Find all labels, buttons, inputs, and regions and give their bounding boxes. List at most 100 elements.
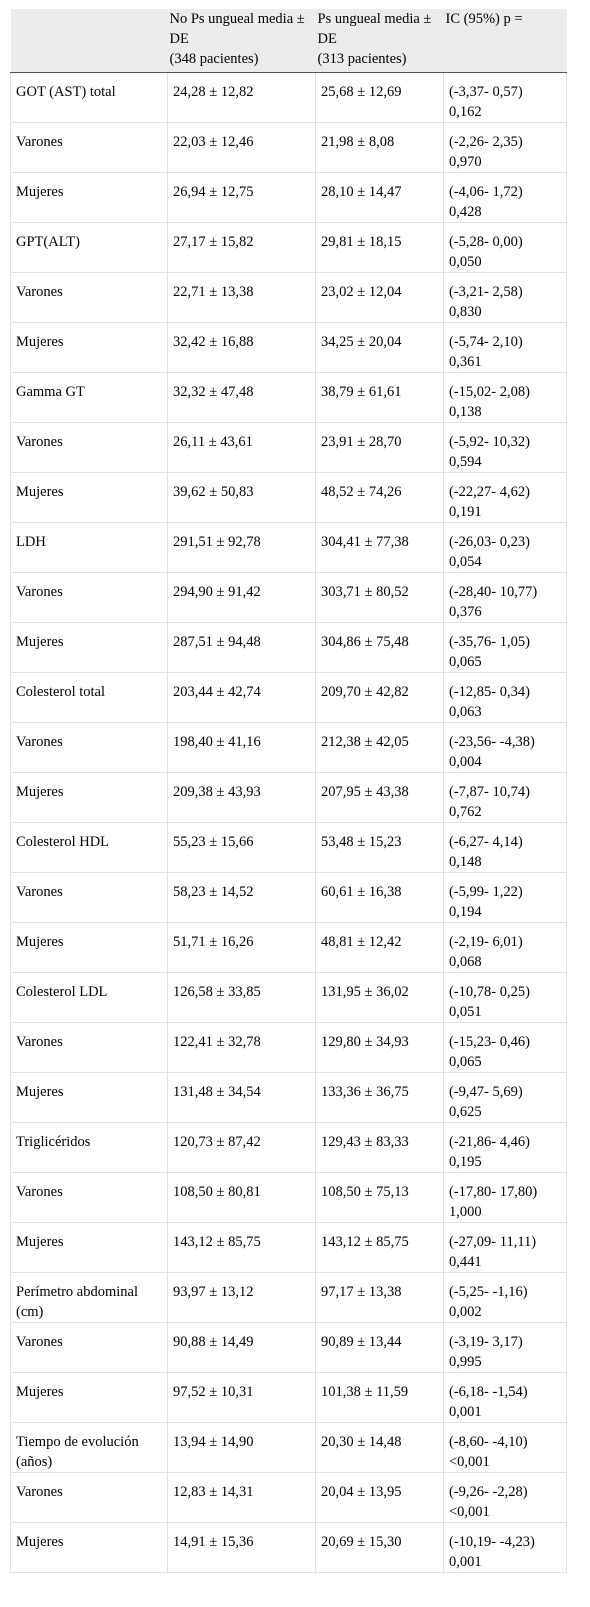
table-row: Varones 22,03 ± 12,46 21,98 ± 8,08 (-2,26- … [10, 122, 567, 173]
header-ps-line3: (313 pacientes) [317, 51, 407, 67]
p-value: 0,002 [449, 1304, 482, 1320]
p-value: 0,995 [449, 1354, 482, 1370]
p-value: 0,001 [449, 1554, 482, 1570]
cell-variable: Mujeres [10, 1222, 168, 1273]
cell-no-ps: 55,23 ± 15,66 [167, 822, 316, 873]
cell-ic-p: (-26,03- 0,23) 0,054 [443, 522, 567, 573]
cell-ic-p: (-7,87- 10,74) 0,762 [443, 772, 567, 823]
ic-value: (-10,19- -4,23) [449, 1534, 535, 1550]
p-value: 0,361 [449, 354, 482, 370]
p-value: 1,000 [449, 1204, 482, 1220]
ic-value: (-3,19- 3,17) [449, 1334, 523, 1350]
cell-ps: 209,70 ± 42,82 [315, 672, 444, 723]
header-cell-no-ps: No Ps ungueal media ± DE (348 pacientes) [167, 9, 316, 73]
cell-variable: Perímetro abdominal (cm) [10, 1272, 168, 1323]
cell-no-ps: 108,50 ± 80,81 [167, 1172, 316, 1223]
cell-ps: 97,17 ± 13,38 [315, 1272, 444, 1323]
p-value: <0,001 [449, 1454, 490, 1470]
table-container: No Ps ungueal media ± DE (348 pacientes)… [10, 9, 567, 1573]
cell-ic-p: (-3,37- 0,57) 0,162 [443, 72, 567, 123]
cell-variable: Varones [10, 1022, 168, 1073]
cell-ps: 60,61 ± 16,38 [315, 872, 444, 923]
cell-no-ps: 51,71 ± 16,26 [167, 922, 316, 973]
cell-ps: 101,38 ± 11,59 [315, 1372, 444, 1423]
cell-ic-p: (-22,27- 4,62) 0,191 [443, 472, 567, 523]
cell-ps: 29,81 ± 18,15 [315, 222, 444, 273]
table-row: Perímetro abdominal (cm) 93,97 ± 13,12 97,… [10, 1272, 567, 1323]
cell-no-ps: 203,44 ± 42,74 [167, 672, 316, 723]
cell-variable: Varones [10, 1322, 168, 1373]
header-no-ps-line1: No Ps ungueal media ± [169, 11, 305, 27]
table-row: Mujeres 32,42 ± 16,88 34,25 ± 20,04 (-5,74-… [10, 322, 567, 373]
ic-value: (-22,27- 4,62) [449, 484, 530, 500]
cell-ic-p: (-5,92- 10,32) 0,594 [443, 422, 567, 473]
ic-value: (-2,19- 6,01) [449, 934, 523, 950]
cell-ps: 131,95 ± 36,02 [315, 972, 444, 1023]
cell-ic-p: (-15,02- 2,08) 0,138 [443, 372, 567, 423]
cell-ps: 23,91 ± 28,70 [315, 422, 444, 473]
p-value: 0,441 [449, 1254, 482, 1270]
cell-variable: Varones [10, 1172, 168, 1223]
ic-value: (-3,37- 0,57) [449, 84, 523, 100]
p-value: 0,050 [449, 254, 482, 270]
p-value: 0,138 [449, 404, 482, 420]
ic-value: (-8,60- -4,10) [449, 1434, 528, 1450]
cell-no-ps: 22,03 ± 12,46 [167, 122, 316, 173]
cell-ps: 34,25 ± 20,04 [315, 322, 444, 373]
cell-variable: Mujeres [10, 922, 168, 973]
table-row: Mujeres 131,48 ± 34,54 133,36 ± 36,75 (-9,4… [10, 1072, 567, 1123]
table-row: Varones 122,41 ± 32,78 129,80 ± 34,93 (-15,… [10, 1022, 567, 1073]
ic-value: (-12,85- 0,34) [449, 684, 530, 700]
header-no-ps-line2: DE [169, 31, 189, 47]
cell-no-ps: 32,42 ± 16,88 [167, 322, 316, 373]
table-row: Varones 90,88 ± 14,49 90,89 ± 13,44 (-3,19-… [10, 1322, 567, 1373]
p-value: 0,162 [449, 104, 482, 120]
header-cell-ps: Ps ungueal media ± DE (313 pacientes) [315, 9, 444, 73]
cell-no-ps: 97,52 ± 10,31 [167, 1372, 316, 1423]
cell-ic-p: (-23,56- -4,38) 0,004 [443, 722, 567, 773]
cell-no-ps: 209,38 ± 43,93 [167, 772, 316, 823]
table-row: Varones 58,23 ± 14,52 60,61 ± 16,38 (-5,99-… [10, 872, 567, 923]
cell-ps: 25,68 ± 12,69 [315, 72, 444, 123]
cell-ps: 48,81 ± 12,42 [315, 922, 444, 973]
cell-ps: 90,89 ± 13,44 [315, 1322, 444, 1373]
table-row: Mujeres 14,91 ± 15,36 20,69 ± 15,30 (-10,19… [10, 1522, 567, 1573]
cell-ic-p: (-6,27- 4,14) 0,148 [443, 822, 567, 873]
ic-value: (-28,40- 10,77) [449, 584, 538, 600]
table-row: Mujeres 209,38 ± 43,93 207,95 ± 43,38 (-7,8… [10, 772, 567, 823]
p-value: 0,762 [449, 804, 482, 820]
cell-no-ps: 39,62 ± 50,83 [167, 472, 316, 523]
cell-no-ps: 32,32 ± 47,48 [167, 372, 316, 423]
cell-ic-p: (-27,09- 11,11) 0,441 [443, 1222, 567, 1273]
cell-variable: Varones [10, 272, 168, 323]
p-value: 0,195 [449, 1154, 482, 1170]
ic-value: (-10,78- 0,25) [449, 984, 530, 1000]
p-value: 0,194 [449, 904, 482, 920]
cell-variable: Colesterol HDL [10, 822, 168, 873]
p-value: 0,970 [449, 154, 482, 170]
p-value: 0,376 [449, 604, 482, 620]
ic-value: (-9,47- 5,69) [449, 1084, 523, 1100]
ic-value: (-27,09- 11,11) [449, 1234, 537, 1250]
cell-variable: Mujeres [10, 1372, 168, 1423]
cell-variable: Varones [10, 1472, 168, 1523]
cell-no-ps: 14,91 ± 15,36 [167, 1522, 316, 1573]
cell-no-ps: 24,28 ± 12,82 [167, 72, 316, 123]
cell-no-ps: 93,97 ± 13,12 [167, 1272, 316, 1323]
cell-variable: Mujeres [10, 622, 168, 673]
cell-no-ps: 12,83 ± 14,31 [167, 1472, 316, 1523]
cell-ps: 129,80 ± 34,93 [315, 1022, 444, 1073]
ic-value: (-15,02- 2,08) [449, 384, 530, 400]
cell-variable: Mujeres [10, 472, 168, 523]
cell-ic-p: (-2,26- 2,35) 0,970 [443, 122, 567, 173]
ic-value: (-26,03- 0,23) [449, 534, 530, 550]
ic-value: (-15,23- 0,46) [449, 1034, 530, 1050]
cell-ic-p: (-6,18- -1,54) 0,001 [443, 1372, 567, 1423]
cell-ic-p: (-4,06- 1,72) 0,428 [443, 172, 567, 223]
cell-ic-p: (-35,76- 1,05) 0,065 [443, 622, 567, 673]
ic-value: (-5,28- 0,00) [449, 234, 523, 250]
table-row: Colesterol total 203,44 ± 42,74 209,70 ± 4… [10, 672, 567, 723]
cell-no-ps: 58,23 ± 14,52 [167, 872, 316, 923]
header-cell-ic: IC (95%) p = [443, 9, 567, 73]
cell-ic-p: (-2,19- 6,01) 0,068 [443, 922, 567, 973]
